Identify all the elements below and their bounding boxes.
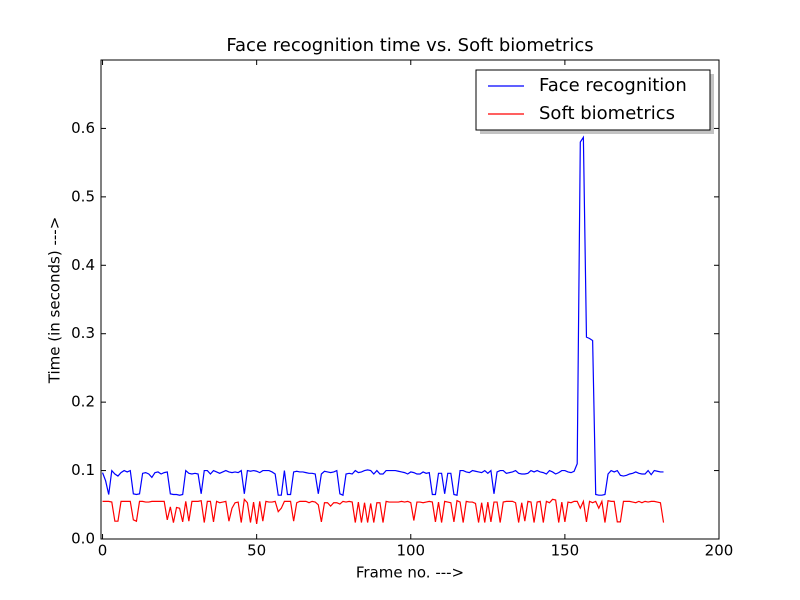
y-tick-label: 0.0 [71,530,95,548]
y-tick-label: 0.1 [71,461,95,479]
x-axis-label: Frame no. ---> [356,564,464,582]
x-tick-label: 100 [396,542,425,560]
plot-frame [100,59,720,540]
y-tick-label: 0.2 [71,393,95,411]
y-axis-label: Time (in seconds) ---> [46,217,64,385]
x-tick-label: 50 [247,542,266,560]
y-tick-label: 0.4 [71,256,95,274]
legend-box [475,69,711,131]
legend-label: Face recognition [539,75,687,96]
y-tick-label: 0.3 [71,324,95,342]
x-tick-label: 0 [98,542,108,560]
legend-label: Soft biometrics [539,103,675,124]
y-tick-label: 0.6 [71,119,95,137]
chart-title: Face recognition time vs. Soft biometric… [226,35,593,56]
x-tick-label: 150 [551,542,580,560]
series-line [101,135,664,497]
x-tick-label: 200 [705,542,734,560]
y-tick-label: 0.5 [71,187,95,205]
series-line [102,497,665,525]
